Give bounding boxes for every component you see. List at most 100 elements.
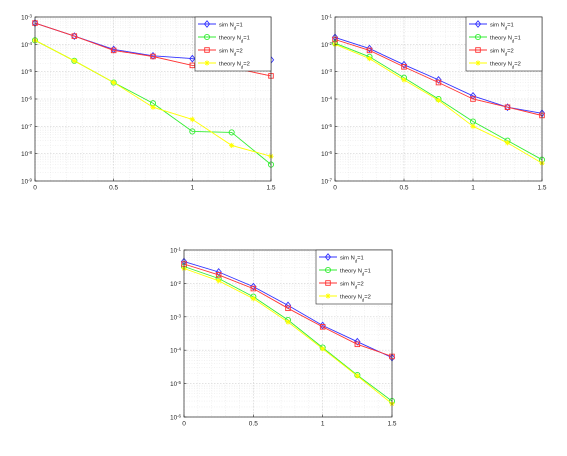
y-tick-label: 10-5: [21, 68, 32, 77]
data-point: [470, 123, 476, 129]
legend-label: sim Nd=1: [490, 22, 514, 30]
y-tick-label: 10-6: [321, 150, 332, 159]
x-tick-label: 1.5: [266, 185, 275, 192]
data-point: [366, 47, 373, 54]
data-point: [435, 97, 442, 103]
legend: sim Nd=1 theory Nd=1 sim Nd=2 theory Nd=2: [194, 16, 272, 72]
legend-label: theory Nd=1: [219, 35, 250, 43]
data-point: [354, 373, 360, 379]
x-tick-label: 1.5: [387, 421, 396, 428]
x-tick-label: 0: [33, 185, 37, 192]
x-tick-label: 1: [191, 185, 195, 192]
chart-2: 0 0.5 1 1.5 10-7 10-6 10-5 10-4 10-3 10-2 10-1 sim …: [321, 13, 547, 192]
data-point: [354, 341, 361, 348]
data-point: [189, 62, 196, 69]
series-line: [183, 263, 393, 357]
data-point: [71, 58, 77, 64]
data-point: [250, 285, 257, 292]
x-tick-label: 1: [321, 421, 325, 428]
legend-label: sim Nd=2: [340, 281, 364, 289]
y-tick-label: 10-4: [321, 95, 332, 104]
y-tick-label: 10-4: [170, 346, 181, 355]
y-tick-label: 10-3: [170, 313, 181, 322]
data-point: [435, 79, 442, 86]
data-point: [504, 140, 511, 146]
y-tick-label: 10-6: [170, 413, 181, 422]
data-point: [110, 47, 117, 54]
legend-marker: [474, 33, 482, 41]
data-point: [250, 296, 256, 302]
x-tick-label: 0.5: [249, 421, 258, 428]
y-tick-label: 10-5: [170, 380, 181, 389]
legend-label: sim Nd=1: [340, 255, 364, 263]
legend-marker: [204, 47, 210, 53]
data-point: [319, 324, 326, 330]
data-point: [320, 346, 326, 352]
x-tick-label: 1: [471, 185, 475, 192]
y-tick-label: 10-7: [21, 122, 32, 131]
data-point: [150, 104, 156, 110]
legend-label: sim Nd=2: [219, 48, 243, 56]
y-tick-label: 10-7: [321, 177, 332, 186]
data-point: [189, 54, 196, 63]
legend-label: sim Nd=1: [219, 22, 243, 30]
y-tick-label: 10-5: [321, 122, 332, 131]
legend-marker: [474, 20, 482, 28]
data-point: [71, 33, 78, 39]
x-tick-label: 0: [182, 421, 186, 428]
data-point: [354, 337, 361, 346]
x-tick-label: 1.5: [537, 185, 546, 192]
series-line: [334, 39, 543, 116]
legend-marker: [325, 293, 331, 299]
y-tick-label: 10-3: [321, 68, 332, 77]
data-point: [250, 282, 257, 291]
legend-marker: [203, 20, 211, 28]
y-tick-label: 10-1: [170, 246, 181, 255]
y-tick-label: 10-1: [321, 13, 332, 22]
y-tick-label: 10-2: [170, 279, 181, 288]
data-point: [504, 103, 511, 112]
legend-marker: [204, 60, 210, 66]
data-point: [189, 116, 195, 122]
legend-label: theory Nd=2: [219, 61, 250, 69]
legend-label: theory Nd=2: [340, 294, 371, 302]
y-tick-label: 10-2: [321, 40, 332, 49]
legend-label: theory Nd=1: [490, 35, 521, 43]
data-point: [401, 64, 407, 70]
data-point: [71, 32, 78, 41]
y-tick-label: 10-3: [21, 13, 32, 22]
chart-3: 0 0.5 1 1.5 10-6 10-5 10-4 10-3 10-2 10-1 sim Nd=1…: [170, 246, 397, 428]
data-point: [470, 96, 476, 102]
legend-label: theory Nd=2: [490, 61, 521, 69]
data-point: [366, 44, 373, 53]
x-tick-label: 0.5: [109, 185, 118, 192]
legend-marker: [203, 33, 211, 41]
x-tick-label: 0: [333, 185, 337, 192]
data-point: [229, 142, 235, 149]
x-tick-label: 0.5: [399, 185, 408, 192]
chart-1: 0 0.5 1 1.5 10-9 10-8 10-7 10-6 10-5 10-4 10-3 sim …: [21, 13, 276, 192]
data-point: [366, 56, 373, 62]
legend: sim Nd=1 theory Nd=1 sim Nd=2 theory Nd=2: [465, 16, 543, 72]
data-point: [228, 129, 235, 136]
legend-marker: [475, 47, 481, 53]
legend-marker: [325, 280, 331, 286]
y-tick-label: 10-8: [21, 150, 32, 159]
legend-marker: [324, 266, 332, 274]
data-point: [111, 79, 117, 86]
data-point: [400, 60, 408, 69]
data-point: [285, 305, 291, 312]
y-tick-label: 10-6: [21, 95, 32, 104]
data-point: [150, 53, 156, 60]
data-point: [216, 278, 222, 284]
data-point: [189, 128, 196, 135]
legend-marker: [475, 60, 481, 66]
legend: sim Nd=1 theory Nd=1 sim Nd=2 theory Nd=2: [315, 249, 393, 305]
legend-label: sim Nd=2: [490, 48, 514, 56]
data-point: [215, 272, 222, 278]
y-tick-label: 10-4: [21, 40, 32, 49]
axes-box: [183, 249, 393, 418]
data-point: [285, 319, 291, 325]
data-point: [504, 104, 511, 110]
